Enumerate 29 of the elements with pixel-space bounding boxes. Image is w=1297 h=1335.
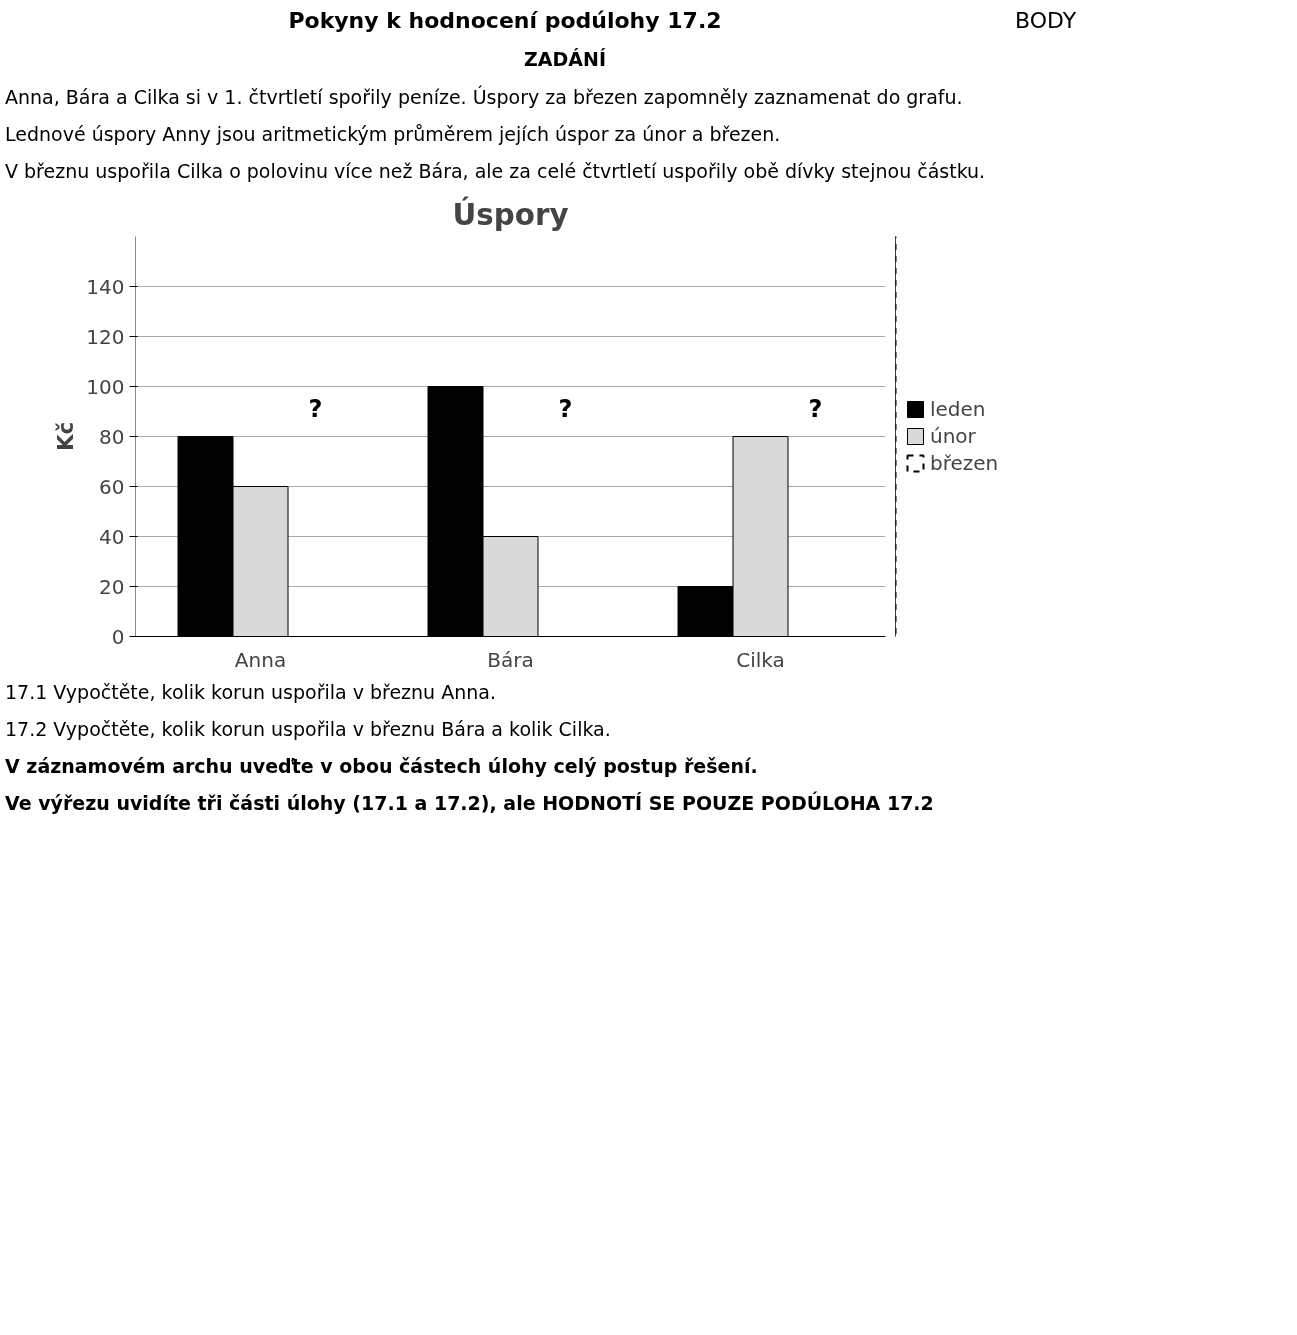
x-tick-label: Anna — [234, 647, 287, 672]
chart-title: Úspory — [452, 195, 569, 232]
y-tick-label: 80 — [99, 424, 125, 449]
y-tick-label: 40 — [99, 524, 125, 549]
x-tick-label: Bára — [487, 647, 534, 672]
legend-label: leden — [930, 396, 986, 421]
y-tick-label: 140 — [86, 274, 125, 299]
text: ZADÁNÍ — [524, 47, 606, 73]
legend-label: únor — [930, 423, 976, 448]
text: Anna, Bára a Cilka si v 1. čtvrtletí spořily peníze. Úspory za březen zapomněly zaznamenat do grafu. — [5, 84, 963, 110]
text: BODY — [1015, 7, 1077, 35]
text: Ve výřezu uvidíte tři části úlohy (17.1 a 17.2), ale HODNOTÍ SE POUZE PODÚLOHA 17.2 — [5, 790, 934, 817]
y-tick-label: 60 — [99, 474, 125, 499]
x-tick-label: Cilka — [736, 647, 785, 672]
y-tick-label: 20 — [99, 574, 125, 599]
y-tick-label: 0 — [111, 624, 125, 649]
legend-label: březen — [930, 450, 999, 475]
annotation: ? — [558, 394, 573, 423]
text: Lednové úspory Anny jsou aritmetickým průměrem jejích úspor za únor a březen. — [5, 121, 781, 147]
y-tick-label: 100 — [86, 374, 125, 399]
text: Pokyny k hodnocení podúlohy 17.2 — [288, 7, 722, 35]
text: V záznamovém archu uveďte v obou částech úlohy celý postup řešení. — [5, 754, 758, 780]
y-axis-title: Kč — [53, 421, 79, 452]
text: V březnu uspořila Cilka o polovinu více než Bára, ale za celé čtvrtletí uspořily obě dívky stejnou částku. — [5, 158, 986, 184]
annotation: ? — [308, 394, 323, 423]
annotation: ? — [808, 394, 823, 423]
text: 17.2 Vypočtěte, kolik korun uspořila v březnu Bára a kolik Cilka. — [5, 717, 611, 743]
text: 17.1 Vypočtěte, kolik korun uspořila v březnu Anna. — [5, 680, 496, 705]
y-tick-label: 120 — [86, 324, 125, 349]
